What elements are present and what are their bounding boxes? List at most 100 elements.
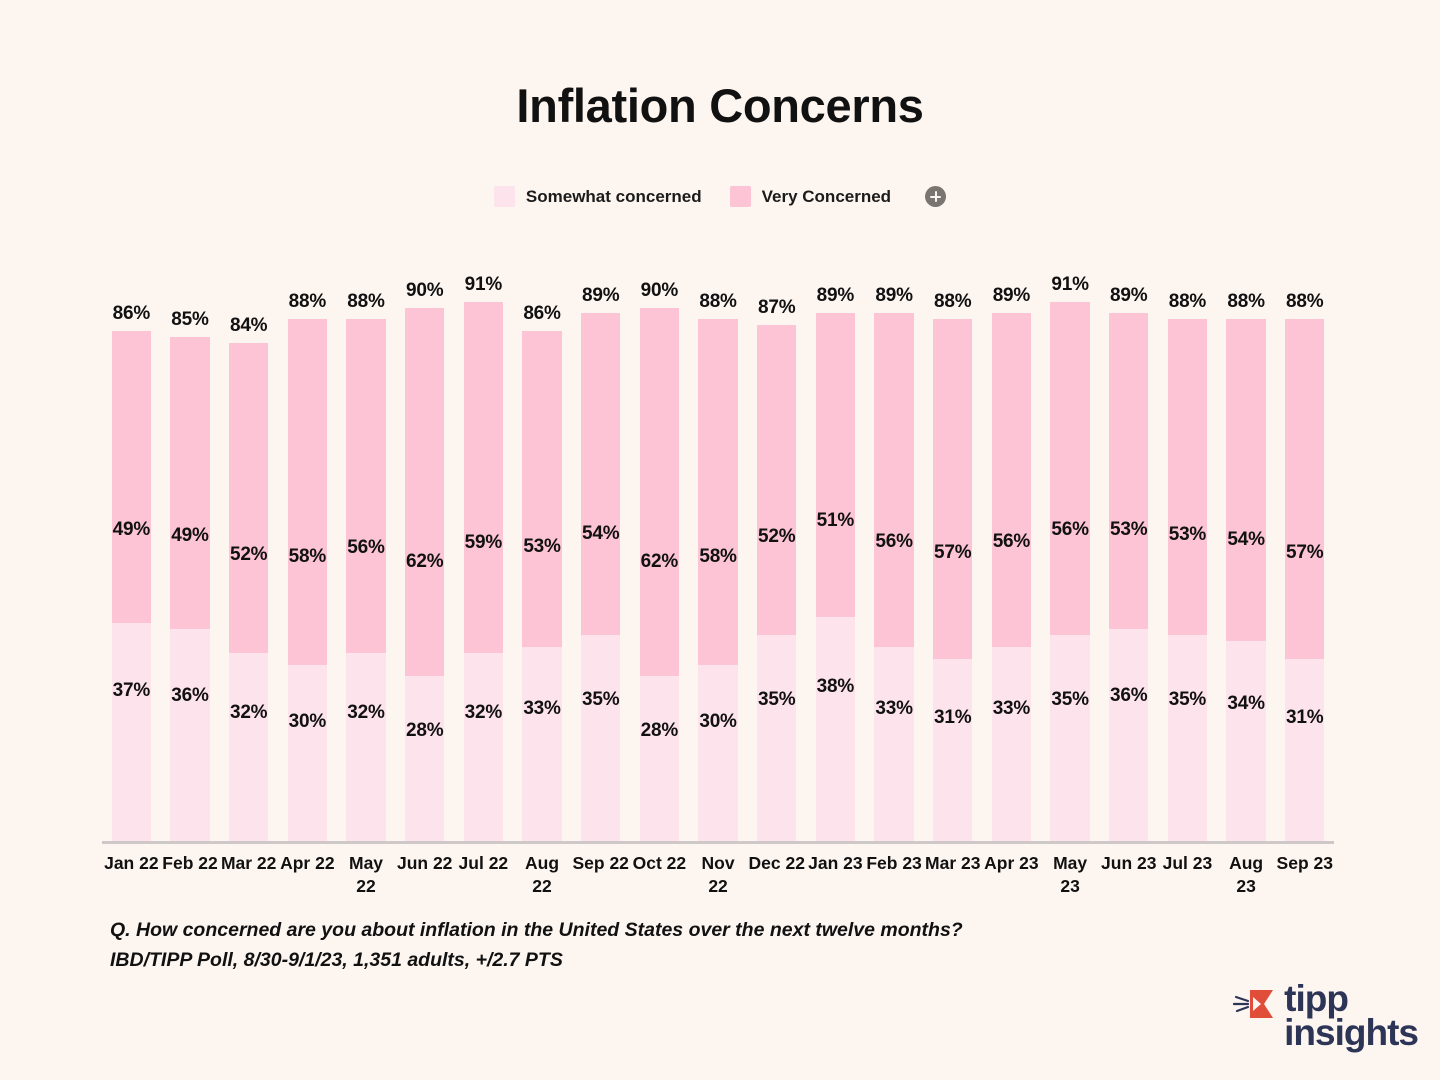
bar-column[interactable]: 89% 56% 33% [982, 248, 1041, 843]
bar-stack: 56% 33% [874, 313, 914, 843]
bar-column[interactable]: 89% 54% 35% [571, 248, 630, 843]
bar-segment-somewhat-concerned[interactable]: 36% [1109, 628, 1149, 843]
legend-label-somewhat-concerned: Somewhat concerned [525, 186, 702, 206]
legend-label-very-concerned: Very Concerned [761, 186, 892, 206]
bar-segment-label: 53% [523, 536, 561, 558]
bar-segment-label: 31% [934, 706, 972, 728]
bar-segment-very-concerned[interactable]: 56% [346, 319, 386, 653]
x-axis-labels: Jan 22 Feb 22 Mar 22 Apr 22 May 22 Jun 22 Jul … [102, 852, 1334, 899]
bar-segment-very-concerned[interactable]: 59% [463, 301, 504, 653]
bar-segment-somewhat-concerned[interactable]: 33% [522, 646, 562, 843]
bar-column[interactable]: 88% 57% 31% [1275, 248, 1334, 843]
bar-column[interactable]: 88% 53% 35% [1158, 248, 1217, 843]
bar-stack: 57% 31% [933, 319, 973, 843]
bar-segment-very-concerned[interactable]: 49% [170, 337, 210, 629]
bar-segment-somewhat-concerned[interactable]: 38% [815, 616, 856, 843]
x-axis-label: Oct 22 [632, 853, 687, 873]
bar-column[interactable]: 91% 59% 32% [454, 248, 513, 843]
legend-item-very-concerned[interactable]: Very Concerned [729, 186, 892, 207]
bar-column[interactable]: 85% 49% 36% [161, 248, 220, 843]
bar-segment-very-concerned[interactable]: 62% [639, 307, 680, 677]
bar-total-label: 85% [171, 309, 209, 331]
bar-segment-somewhat-concerned[interactable]: 35% [757, 634, 797, 843]
bar-segment-very-concerned[interactable]: 56% [1050, 301, 1090, 635]
bar-stack: 57% 31% [1285, 319, 1325, 843]
bar-segment-label: 62% [640, 551, 679, 573]
bar-segment-very-concerned[interactable]: 54% [1226, 319, 1266, 641]
bar-column[interactable]: 90% 62% 28% [395, 248, 454, 843]
bar-column[interactable]: 88% 54% 34% [1217, 248, 1276, 843]
plot-area: 86% 49% 37% 85% 49% 36% 84% 52% 32% 88% 58% 30% 88% 5… [102, 248, 1334, 843]
bar-segment-very-concerned[interactable]: 57% [933, 319, 973, 659]
bar-column[interactable]: 90% 62% 28% [630, 248, 689, 843]
bar-column[interactable]: 87% 52% 35% [747, 248, 806, 843]
bar-column[interactable]: 91% 56% 35% [1041, 248, 1100, 843]
bar-column[interactable]: 89% 51% 38% [806, 248, 865, 843]
bar-column[interactable]: 89% 56% 33% [865, 248, 924, 843]
bar-segment-somewhat-concerned[interactable]: 34% [1226, 640, 1266, 843]
x-axis-label: Apr 22 [280, 853, 335, 873]
bar-segment-label: 52% [758, 526, 796, 548]
bar-segment-very-concerned[interactable]: 58% [698, 319, 738, 665]
bar-segment-somewhat-concerned[interactable]: 31% [933, 658, 973, 843]
bar-segment-somewhat-concerned[interactable]: 36% [170, 628, 210, 843]
bar-segment-very-concerned[interactable]: 54% [581, 313, 621, 635]
bar-segment-somewhat-concerned[interactable]: 33% [874, 646, 914, 843]
bar-stack: 62% 28% [639, 307, 680, 843]
bar-segment-somewhat-concerned[interactable]: 37% [111, 622, 151, 843]
bar-total-label: 91% [464, 273, 503, 295]
bar-segment-very-concerned[interactable]: 56% [874, 313, 914, 647]
bar-segment-very-concerned[interactable]: 58% [287, 319, 327, 665]
bar-segment-label: 62% [405, 551, 444, 573]
bar-segment-somewhat-concerned[interactable]: 28% [405, 676, 445, 843]
chart-legend: Somewhat concerned Very Concerned [0, 186, 1440, 207]
bar-total-label: 86% [523, 303, 561, 325]
bar-segment-very-concerned[interactable]: 62% [405, 307, 445, 677]
bar-total-label: 89% [816, 285, 855, 307]
bar-segment-very-concerned[interactable]: 53% [1167, 319, 1208, 635]
bar-column[interactable]: 86% 53% 33% [513, 248, 572, 843]
bar-segment-label: 35% [758, 688, 796, 710]
bar-segment-label: 33% [523, 697, 561, 719]
plus-circle-icon[interactable] [925, 186, 947, 207]
bar-segment-very-concerned[interactable]: 57% [1285, 319, 1325, 659]
bar-segment-very-concerned[interactable]: 49% [111, 331, 151, 623]
bar-column[interactable]: 89% 53% 36% [1099, 248, 1158, 843]
bar-segment-very-concerned[interactable]: 52% [757, 325, 797, 635]
bar-column[interactable]: 88% 56% 32% [337, 248, 396, 843]
x-axis-label: Aug 22 [525, 853, 560, 897]
bar-segment-very-concerned[interactable]: 51% [815, 313, 856, 617]
bar-segment-somewhat-concerned[interactable]: 35% [1050, 634, 1090, 843]
bar-segment-label: 38% [816, 675, 855, 697]
bar-column[interactable]: 88% 58% 30% [689, 248, 748, 843]
bar-column[interactable]: 86% 49% 37% [102, 248, 161, 843]
logo-text-line1: tipp [1284, 977, 1349, 1019]
bar-segment-somewhat-concerned[interactable]: 32% [229, 652, 269, 843]
bar-segment-somewhat-concerned[interactable]: 30% [287, 664, 327, 843]
bar-column[interactable]: 88% 57% 31% [923, 248, 982, 843]
bar-segment-somewhat-concerned[interactable]: 35% [581, 634, 621, 843]
bar-segment-somewhat-concerned[interactable]: 35% [1167, 634, 1208, 843]
bar-segment-somewhat-concerned[interactable]: 28% [639, 676, 680, 843]
bar-column[interactable]: 84% 52% 32% [219, 248, 278, 843]
footnote-question: Q. How concerned are you about inflation… [110, 919, 963, 941]
bar-segment-very-concerned[interactable]: 56% [991, 313, 1032, 647]
bar-segment-label: 57% [1286, 541, 1324, 563]
bar-column[interactable]: 88% 58% 30% [278, 248, 337, 843]
bar-segment-very-concerned[interactable]: 52% [229, 343, 269, 653]
bar-segment-label: 36% [171, 684, 209, 706]
bar-segment-label: 28% [405, 719, 444, 741]
bar-segment-very-concerned[interactable]: 53% [1109, 313, 1149, 629]
bar-stack: 58% 30% [698, 319, 738, 843]
bar-segment-label: 36% [1110, 684, 1148, 706]
bar-group: 86% 49% 37% 85% 49% 36% 84% 52% 32% 88% 58% 30% 88% 5… [102, 248, 1334, 843]
bar-segment-somewhat-concerned[interactable]: 33% [991, 646, 1032, 843]
bar-segment-very-concerned[interactable]: 53% [522, 331, 562, 647]
bar-stack: 53% 36% [1109, 313, 1149, 843]
bar-segment-somewhat-concerned[interactable]: 31% [1285, 658, 1325, 843]
bar-segment-somewhat-concerned[interactable]: 32% [463, 652, 504, 843]
bar-segment-somewhat-concerned[interactable]: 30% [698, 664, 738, 843]
bar-segment-somewhat-concerned[interactable]: 32% [346, 652, 386, 843]
legend-item-somewhat-concerned[interactable]: Somewhat concerned [493, 186, 702, 207]
x-axis-label: Jun 23 [1101, 853, 1157, 873]
